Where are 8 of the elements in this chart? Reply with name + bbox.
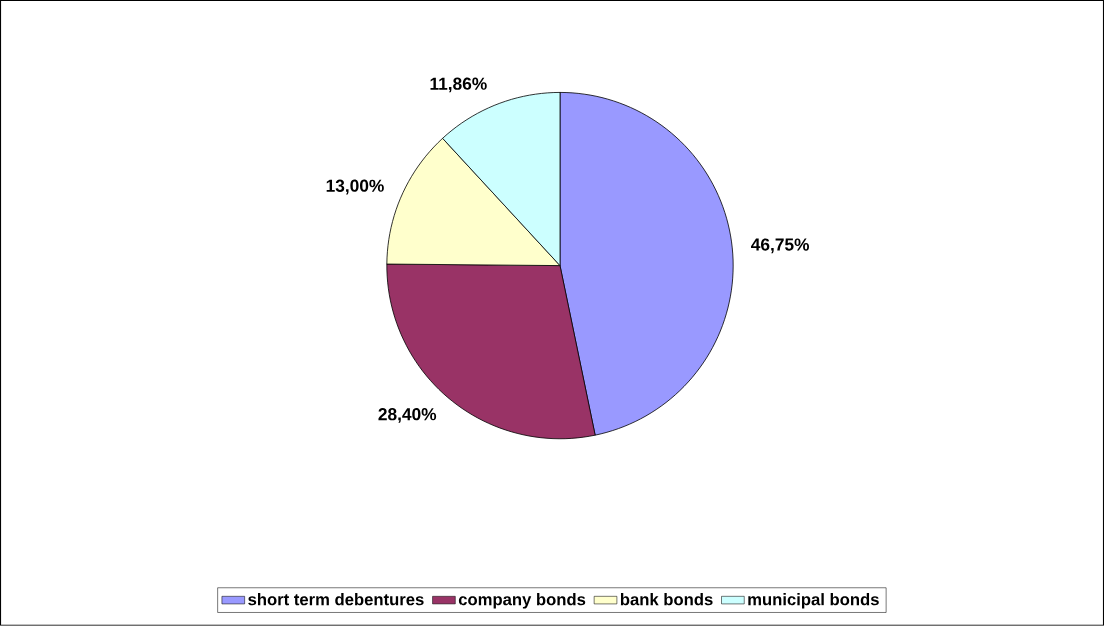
legend-label: municipal bonds: [748, 593, 879, 609]
data-label: 11,86%: [430, 77, 487, 93]
legend-label: short term debentures: [248, 593, 424, 606]
data-label: 13,00%: [326, 179, 384, 195]
legend-label: bank bonds: [620, 593, 713, 606]
data-label: 28,40%: [378, 408, 437, 423]
legend-label: company bonds: [458, 593, 586, 609]
data-label: 46,75%: [751, 238, 810, 254]
